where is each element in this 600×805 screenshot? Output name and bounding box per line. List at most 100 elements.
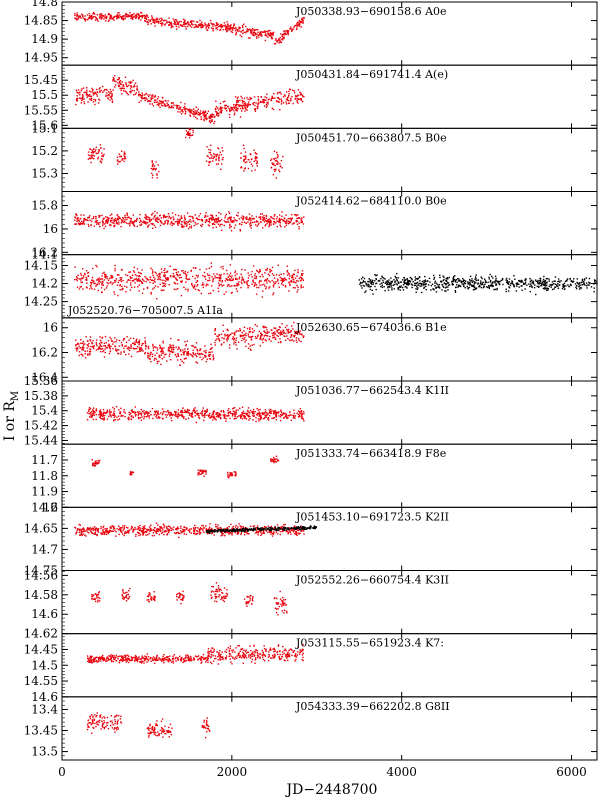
data-point xyxy=(584,278,585,279)
data-point xyxy=(373,282,374,283)
data-point xyxy=(401,285,402,286)
data-point xyxy=(216,112,217,113)
data-point xyxy=(182,111,183,112)
data-point xyxy=(253,415,254,416)
data-point xyxy=(79,15,80,16)
data-point xyxy=(175,19,176,20)
data-point xyxy=(517,282,518,283)
data-point xyxy=(84,351,85,352)
data-point xyxy=(474,281,475,282)
data-point xyxy=(280,341,281,342)
data-point xyxy=(221,110,222,111)
data-point xyxy=(173,104,174,105)
data-point xyxy=(154,215,155,216)
data-point xyxy=(99,17,100,18)
data-point xyxy=(431,285,432,286)
data-point xyxy=(209,162,210,163)
data-point xyxy=(162,358,163,359)
data-point xyxy=(187,21,188,22)
data-point xyxy=(236,107,237,108)
data-point xyxy=(300,280,301,281)
data-point xyxy=(139,222,140,223)
data-point xyxy=(138,275,139,276)
data-point xyxy=(101,413,102,414)
data-point xyxy=(368,285,369,286)
data-point xyxy=(390,277,391,278)
data-point xyxy=(95,221,96,222)
data-point xyxy=(297,224,298,225)
data-point xyxy=(152,218,153,219)
data-point xyxy=(118,12,119,13)
data-point xyxy=(254,169,255,170)
data-point xyxy=(445,284,446,285)
data-point xyxy=(238,415,239,416)
data-point xyxy=(167,221,168,222)
data-point xyxy=(209,268,210,269)
data-point xyxy=(291,219,292,220)
data-point xyxy=(411,279,412,280)
y-tick-label: 14.1 xyxy=(31,248,58,262)
data-point xyxy=(208,352,209,353)
data-point xyxy=(161,217,162,218)
data-point xyxy=(100,144,101,145)
data-point xyxy=(267,220,268,221)
data-point xyxy=(140,100,141,101)
data-point xyxy=(258,99,259,100)
data-point xyxy=(125,77,126,78)
data-point xyxy=(136,92,137,93)
data-point xyxy=(111,94,112,95)
data-point xyxy=(80,343,81,344)
data-point xyxy=(173,218,174,219)
data-point xyxy=(271,217,272,218)
data-point xyxy=(87,101,88,102)
data-point xyxy=(190,221,191,222)
data-point xyxy=(235,285,236,286)
data-point xyxy=(251,215,252,216)
data-point xyxy=(150,279,151,280)
data-point xyxy=(511,280,512,281)
data-point xyxy=(459,280,460,281)
data-point xyxy=(434,282,435,283)
data-point xyxy=(498,281,499,282)
data-point xyxy=(224,24,225,25)
data-point xyxy=(480,282,481,283)
data-point xyxy=(178,24,179,25)
data-point xyxy=(286,417,287,418)
data-point xyxy=(83,17,84,18)
data-point xyxy=(278,329,279,330)
data-point xyxy=(218,158,219,159)
data-point xyxy=(383,277,384,278)
data-point xyxy=(259,409,260,410)
data-point xyxy=(174,269,175,270)
data-point xyxy=(205,212,206,213)
data-point xyxy=(294,335,295,336)
data-point xyxy=(144,15,145,16)
data-point xyxy=(153,350,154,351)
data-point xyxy=(302,418,303,419)
data-point xyxy=(103,228,104,229)
data-point xyxy=(180,365,181,366)
data-point xyxy=(132,275,133,276)
data-point xyxy=(212,223,213,224)
data-point xyxy=(289,282,290,283)
data-point xyxy=(125,291,126,292)
data-point xyxy=(234,219,235,220)
data-point xyxy=(224,294,225,295)
data-point xyxy=(212,160,213,161)
data-point xyxy=(197,276,198,277)
data-point xyxy=(103,345,104,346)
data-point xyxy=(212,280,213,281)
data-point xyxy=(239,100,240,101)
data-point xyxy=(243,217,244,218)
data-point xyxy=(221,230,222,231)
data-point xyxy=(287,338,288,339)
data-point xyxy=(262,334,263,335)
data-point xyxy=(83,341,84,342)
data-point xyxy=(88,226,89,227)
data-point xyxy=(286,221,287,222)
data-point xyxy=(516,290,517,291)
data-point xyxy=(74,266,75,267)
data-point xyxy=(513,284,514,285)
data-point xyxy=(144,20,145,21)
data-point xyxy=(108,21,109,22)
